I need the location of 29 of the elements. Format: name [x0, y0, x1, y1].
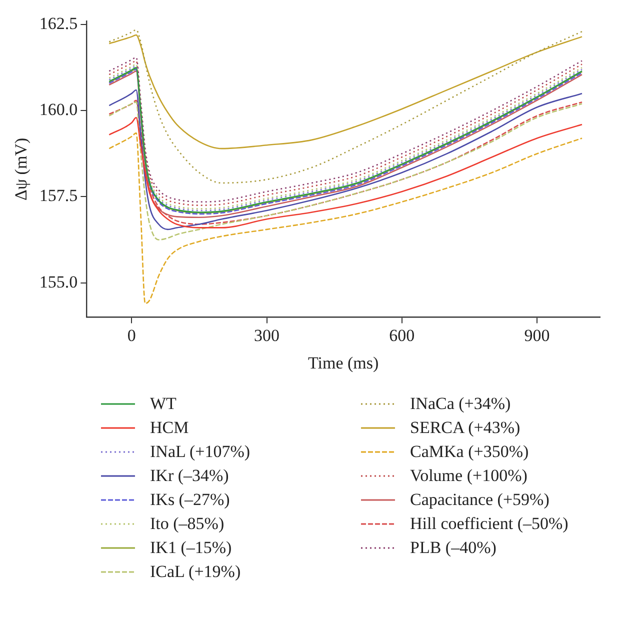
x-tick-label: 0	[127, 326, 136, 345]
y-tick-label: 157.5	[39, 186, 78, 206]
legend-label: IK1 (–15%)	[150, 538, 232, 558]
line-series	[108, 132, 583, 304]
y-tick-label: 155.0	[39, 272, 78, 292]
x-tick-label: 300	[254, 326, 280, 345]
legend-label: IKr (–34%)	[150, 466, 229, 486]
legend-label: Volume (+100%)	[410, 466, 528, 486]
legend-label: PLB (–40%)	[410, 538, 496, 558]
legend-label: Hill coefficient (–50%)	[410, 514, 568, 534]
legend-label: SERCA (+43%)	[410, 418, 520, 438]
line-series	[108, 116, 583, 228]
legend-label: ICaL (+19%)	[150, 562, 241, 582]
legend-label: IKs (–27%)	[150, 490, 230, 510]
legend-label: WT	[150, 394, 176, 414]
legend-label: Capacitance (+59%)	[410, 490, 550, 510]
legend-label: Ito (–85%)	[150, 514, 224, 534]
x-axis-title: Time (ms)	[308, 353, 379, 372]
line-series	[108, 29, 583, 184]
line-series	[108, 34, 583, 150]
legend-label: INaL (+107%)	[150, 442, 250, 462]
x-tick-label: 600	[389, 326, 415, 345]
legend-label: INaCa (+34%)	[410, 394, 511, 414]
y-axis-title: Δψ (mV)	[12, 138, 31, 201]
y-tick-label: 162.5	[39, 14, 78, 34]
y-tick-label: 160.0	[39, 100, 78, 120]
x-tick-label: 900	[524, 326, 550, 345]
legend-label: HCM	[150, 418, 189, 438]
legend-label: CaMKa (+350%)	[410, 442, 529, 462]
